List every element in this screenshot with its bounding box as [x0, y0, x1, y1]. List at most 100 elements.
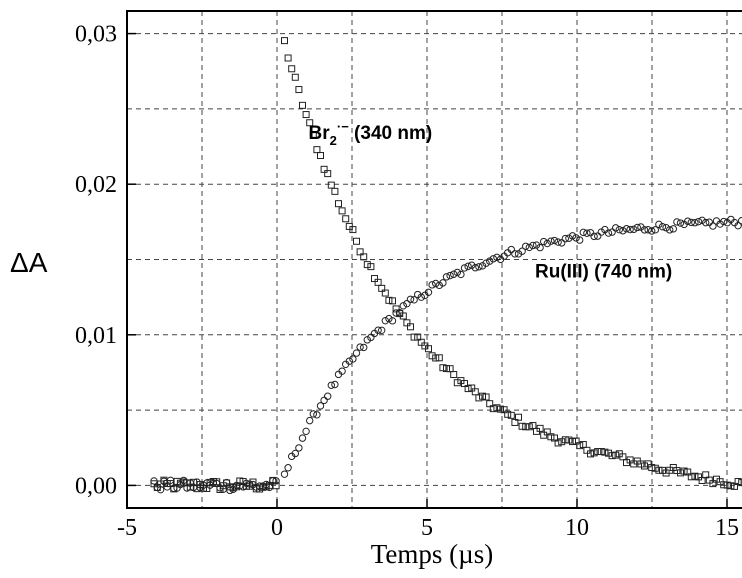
data-point-circle: [385, 314, 393, 323]
data-point-square: [331, 187, 339, 195]
data-point-square: [425, 345, 432, 353]
data-point-square: [644, 460, 652, 468]
data-point-circle: [439, 279, 447, 287]
data-point-circle: [543, 239, 551, 248]
data-point-square: [299, 101, 306, 109]
data-point-square: [576, 442, 584, 450]
data-point-circle: [622, 225, 631, 233]
data-point-circle: [709, 222, 717, 230]
data-point-square: [302, 111, 310, 119]
data-point-square: [432, 354, 440, 362]
data-point-square: [637, 460, 645, 468]
data-point-circle: [550, 236, 559, 245]
data-point-square: [342, 215, 350, 223]
y-tick-label: 0,02: [75, 172, 117, 198]
data-point-square: [313, 146, 321, 154]
data-point-circle: [291, 449, 299, 458]
data-point-square: [565, 436, 573, 444]
data-point-circle: [424, 288, 433, 296]
data-point-circle: [658, 223, 667, 231]
axis-ticks: [126, 32, 728, 508]
data-point-square: [695, 473, 702, 481]
data-point-square: [551, 434, 558, 442]
x-axis-label: Temps (µs): [371, 539, 493, 569]
data-point-square: [349, 226, 357, 234]
data-point-square: [612, 451, 620, 459]
data-point-square: [731, 482, 738, 490]
y-tick-label: 0,01: [75, 323, 117, 349]
data-point-square: [691, 472, 699, 480]
x-tick-label: 10: [565, 515, 589, 541]
data-point-square: [720, 481, 728, 489]
data-point-circle: [522, 242, 530, 250]
data-point-square: [272, 482, 280, 490]
data-point-circle: [442, 273, 451, 281]
data-point-square: [648, 464, 656, 472]
data-point-square: [734, 478, 742, 486]
annotation-ru-740nm: Ru(III) (740 nm): [535, 262, 672, 283]
data-point-square: [338, 207, 346, 215]
data-point-square: [641, 462, 648, 470]
data-point-square: [522, 423, 530, 431]
data-point-circle: [403, 299, 411, 308]
data-point-circle: [374, 326, 382, 334]
data-point-circle: [378, 326, 386, 335]
y-tick-label: 0,00: [75, 473, 117, 499]
data-point-circle: [453, 268, 461, 277]
data-point-square: [713, 475, 720, 483]
data-point-square: [482, 393, 490, 401]
data-point-square: [356, 248, 364, 256]
data-point-circle: [507, 245, 515, 254]
data-point-square: [500, 406, 508, 414]
data-point-square: [579, 441, 587, 449]
data-point-circle: [568, 232, 577, 240]
data-point-square: [320, 165, 328, 173]
data-point-circle: [662, 224, 670, 232]
data-point-square: [489, 405, 497, 413]
data-point-circle: [345, 357, 353, 365]
data-point-square: [655, 466, 663, 474]
data-point-square: [515, 413, 522, 421]
data-point-circle: [612, 224, 620, 232]
data-point-circle: [651, 226, 659, 234]
x-tick-label: 15: [715, 515, 739, 541]
data-point-circle: [209, 479, 218, 488]
data-point-square: [687, 473, 695, 481]
data-point-circle: [482, 259, 490, 267]
data-point-circle: [302, 427, 310, 436]
data-point-square: [651, 464, 659, 472]
data-point-square: [569, 438, 576, 446]
data-point-circle: [604, 229, 613, 237]
data-point-circle: [608, 228, 616, 236]
data-point-square: [558, 438, 566, 446]
data-point-circle: [525, 243, 533, 252]
data-point-square: [504, 410, 512, 418]
data-point-circle: [320, 396, 328, 405]
data-point-circle: [673, 218, 681, 226]
data-point-circle: [406, 295, 415, 303]
data-point-circle: [547, 237, 555, 245]
data-point-square: [518, 422, 526, 430]
data-point-square: [475, 394, 483, 402]
data-point-square: [403, 319, 411, 327]
data-point-square: [709, 480, 717, 488]
data-point-circle: [475, 263, 483, 271]
data-point-square: [288, 65, 296, 73]
data-point-circle: [565, 234, 573, 242]
data-point-circle: [170, 484, 178, 493]
data-point-square: [572, 437, 580, 445]
data-point-square: [536, 424, 544, 432]
data-point-circle: [295, 444, 303, 452]
data-point-square: [443, 365, 450, 373]
data-point-circle: [399, 302, 407, 310]
data-point-circle: [360, 343, 368, 352]
data-point-square: [363, 261, 371, 269]
data-point-square: [378, 284, 386, 292]
data-point-circle: [529, 241, 537, 250]
data-point-square: [414, 333, 422, 341]
data-point-square: [561, 436, 569, 444]
data-point-circle: [316, 402, 325, 410]
data-point-square: [698, 477, 706, 485]
data-point-square: [543, 428, 551, 436]
data-point-circle: [583, 229, 591, 237]
